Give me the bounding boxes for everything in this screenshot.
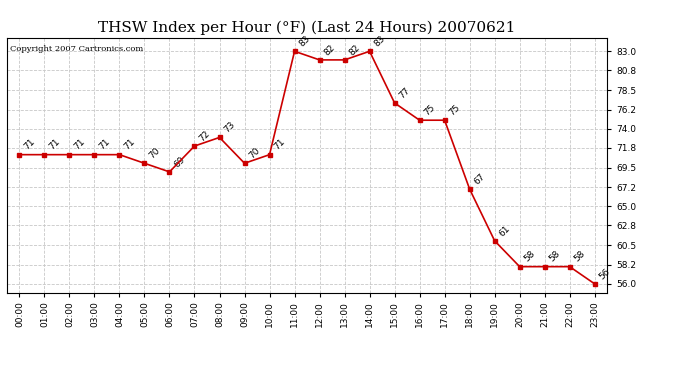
Text: 73: 73 <box>222 120 237 135</box>
Text: 82: 82 <box>347 43 362 57</box>
Text: 71: 71 <box>72 137 87 152</box>
Text: 70: 70 <box>147 146 161 160</box>
Text: 83: 83 <box>297 34 312 48</box>
Text: 77: 77 <box>397 86 412 100</box>
Text: Copyright 2007 Cartronics.com: Copyright 2007 Cartronics.com <box>10 45 143 53</box>
Text: 71: 71 <box>97 137 112 152</box>
Text: 72: 72 <box>197 129 212 143</box>
Text: 75: 75 <box>422 103 437 117</box>
Text: 71: 71 <box>273 137 287 152</box>
Text: 82: 82 <box>322 43 337 57</box>
Text: 58: 58 <box>522 249 537 264</box>
Text: 67: 67 <box>473 172 487 186</box>
Title: THSW Index per Hour (°F) (Last 24 Hours) 20070621: THSW Index per Hour (°F) (Last 24 Hours)… <box>99 21 515 35</box>
Text: 58: 58 <box>547 249 562 264</box>
Text: 83: 83 <box>373 34 387 48</box>
Text: 56: 56 <box>598 267 612 281</box>
Text: 58: 58 <box>573 249 587 264</box>
Text: 70: 70 <box>247 146 262 160</box>
Text: 61: 61 <box>497 224 512 238</box>
Text: 69: 69 <box>172 154 187 169</box>
Text: 71: 71 <box>22 137 37 152</box>
Text: 71: 71 <box>122 137 137 152</box>
Text: 71: 71 <box>47 137 61 152</box>
Text: 75: 75 <box>447 103 462 117</box>
